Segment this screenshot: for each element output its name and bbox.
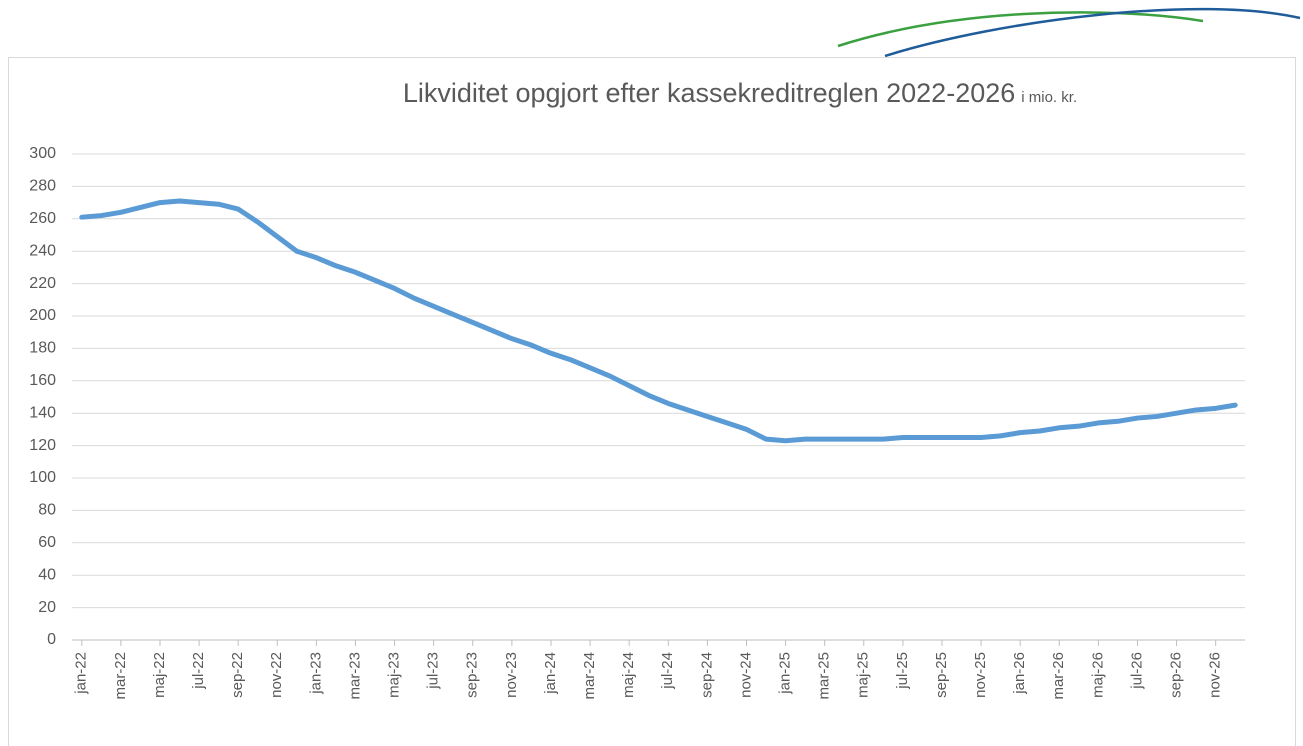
x-tick-label: jan-22 (73, 652, 90, 695)
x-tick-label: nov-23 (503, 652, 520, 698)
x-tick-label: jan-24 (542, 652, 559, 695)
logo-arc (884, 7, 1301, 58)
y-tick-label: 160 (29, 372, 56, 389)
y-tick-label: 120 (29, 437, 56, 454)
x-tick-label: jul-26 (1128, 652, 1145, 690)
x-tick-label: nov-24 (737, 652, 754, 698)
x-tick-label: mar-23 (346, 652, 363, 700)
x-tick-label: maj-24 (620, 652, 637, 698)
y-tick-label: 80 (38, 502, 56, 519)
subtitle: i mio. kr. (1021, 89, 1077, 106)
x-tick-label: jul-22 (190, 652, 207, 690)
x-tick-label: sep-25 (933, 652, 950, 698)
y-tick-label: 180 (29, 340, 56, 357)
title: Likviditet opgjort efter kassekreditregl… (403, 78, 1015, 108)
x-tick-label: mar-25 (816, 652, 833, 700)
x-tick-label: maj-26 (1089, 652, 1106, 698)
chart-frame (8, 57, 1296, 746)
y-tick-label: 280 (29, 178, 56, 195)
x-tick-label: nov-26 (1207, 652, 1224, 698)
x-tick-label: sep-24 (698, 652, 715, 698)
y-tick-label: 300 (29, 145, 56, 162)
y-tick-label: 240 (29, 242, 56, 259)
y-tick-label: 20 (38, 599, 56, 616)
x-tick-label: mar-24 (581, 652, 598, 700)
y-tick-label: 40 (38, 566, 56, 583)
x-tick-label: sep-26 (1168, 652, 1185, 698)
y-tick-label: 200 (29, 307, 56, 324)
x-tick-label: mar-22 (112, 652, 129, 700)
x-tick-label: mar-26 (1050, 652, 1067, 700)
y-tick-label: 60 (38, 534, 56, 551)
x-tick-label: jul-24 (659, 652, 676, 690)
x-tick-label: jan-25 (777, 652, 794, 695)
x-tick-label: maj-25 (855, 652, 872, 698)
x-tick-label: jan-26 (1011, 652, 1028, 695)
x-tick-label: sep-22 (229, 652, 246, 698)
x-tick-label: sep-23 (464, 652, 481, 698)
y-tick-label: 140 (29, 404, 56, 421)
y-tick-label: 260 (29, 210, 56, 227)
x-tick-label: jan-23 (307, 652, 324, 695)
x-tick-label: maj-23 (386, 652, 403, 698)
x-tick-label: jul-23 (425, 652, 442, 690)
x-tick-label: jul-25 (894, 652, 911, 690)
data-line (79, 198, 1238, 444)
y-tick-label: 0 (47, 631, 56, 648)
x-tick-label: maj-22 (151, 652, 168, 698)
chart-title: Likviditet opgjort efter kassekreditregl… (403, 78, 1077, 108)
y-tick-label: 220 (29, 275, 56, 292)
logo-arc (837, 11, 1204, 48)
x-tick-label: nov-25 (972, 652, 989, 698)
y-tick-label: 100 (29, 469, 56, 486)
x-tick-label: nov-22 (268, 652, 285, 698)
